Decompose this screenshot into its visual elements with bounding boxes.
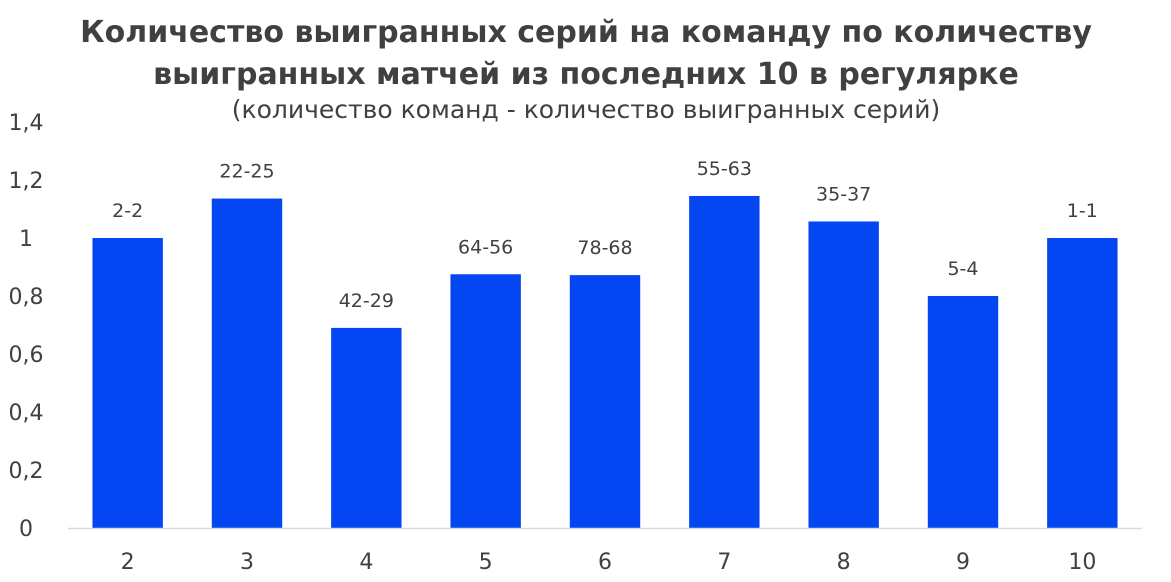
y-tick-label: 0	[19, 517, 33, 542]
bar-8	[808, 221, 879, 528]
data-label: 22-25	[219, 161, 274, 183]
y-axis-ticks: 0 0,2 0,4 0,6 0,8 1 1,2 1,4	[9, 111, 44, 542]
data-label: 2-2	[112, 200, 143, 222]
y-tick-label: 0,2	[9, 459, 44, 484]
x-axis-ticks: 2 3 4 5 6 7 8 9 10	[121, 550, 1097, 575]
x-tick-label: 5	[479, 550, 493, 575]
chart-title-line-2: выигранных матчей из последних 10 в регу…	[153, 57, 1019, 92]
x-tick-label: 9	[956, 550, 970, 575]
y-tick-label: 0,6	[9, 343, 44, 368]
y-tick-label: 1	[19, 227, 33, 252]
data-labels-group: 2-2 22-25 42-29 64-56 78-68 55-63 35-37 5-4 1-1	[112, 158, 1098, 312]
data-label: 78-68	[577, 237, 632, 259]
data-label: 64-56	[458, 236, 513, 258]
x-tick-label: 3	[240, 550, 254, 575]
x-tick-label: 7	[717, 550, 731, 575]
bar-10	[1047, 238, 1118, 528]
bar-7	[689, 195, 760, 528]
chart-title-line-1: Количество выигранных серий на команду п…	[80, 15, 1092, 50]
data-label: 35-37	[816, 183, 871, 205]
bar-9	[927, 296, 999, 528]
bar-2	[92, 238, 163, 528]
bars-group	[92, 195, 1118, 528]
data-label: 42-29	[339, 290, 394, 312]
chart-subtitle: (количество команд - количество выигранн…	[232, 95, 940, 124]
bar-6	[569, 275, 641, 528]
y-tick-label: 0,8	[9, 285, 44, 310]
data-label: 5-4	[947, 258, 978, 280]
x-tick-label: 10	[1068, 550, 1096, 575]
x-tick-label: 2	[121, 550, 135, 575]
y-tick-label: 1,4	[9, 111, 44, 136]
x-tick-label: 8	[837, 550, 851, 575]
bar-5	[450, 274, 521, 528]
x-tick-label: 6	[598, 550, 612, 575]
bar-3	[211, 198, 283, 528]
data-label: 55-63	[697, 158, 752, 180]
x-tick-label: 4	[359, 550, 373, 575]
data-label: 1-1	[1067, 200, 1098, 222]
y-tick-label: 0,4	[9, 401, 44, 426]
bar-4	[331, 327, 402, 528]
y-tick-label: 1,2	[9, 169, 44, 194]
